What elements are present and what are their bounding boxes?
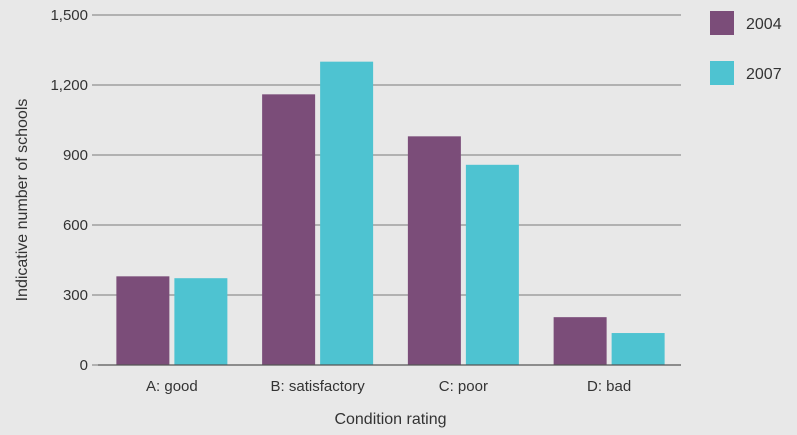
y-tick-label: 1,500 bbox=[50, 7, 88, 24]
x-tick-label: A: good bbox=[146, 378, 198, 395]
legend-label: 2007 bbox=[746, 66, 782, 83]
y-tick-label: 300 bbox=[63, 287, 88, 304]
bar-2007-3 bbox=[611, 333, 665, 365]
bar-2007-2 bbox=[465, 164, 519, 365]
x-tick-label: B: satisfactory bbox=[271, 378, 366, 395]
bar-2004-0 bbox=[116, 276, 170, 365]
y-tick-label: 1,200 bbox=[50, 77, 88, 94]
y-axis-title: Indicative number of schools bbox=[14, 99, 31, 302]
x-axis-title: Condition rating bbox=[334, 411, 446, 428]
x-axis-ticks: A: good B: satisfactory C: poor D: bad bbox=[146, 378, 631, 395]
legend-swatch-2007 bbox=[710, 61, 734, 85]
y-tick-label: 0 bbox=[80, 357, 88, 374]
legend: 2004 2007 bbox=[710, 11, 782, 85]
y-tick-label: 600 bbox=[63, 217, 88, 234]
bar-2007-0 bbox=[174, 278, 228, 365]
bars bbox=[116, 61, 665, 366]
legend-label: 2004 bbox=[746, 16, 782, 33]
bar-2004-1 bbox=[262, 94, 316, 365]
bar-2004-2 bbox=[407, 136, 461, 365]
y-tick-label: 900 bbox=[63, 147, 88, 164]
x-tick-label: D: bad bbox=[587, 378, 631, 395]
y-axis-ticks: 0 300 600 900 1,200 1,500 bbox=[50, 7, 98, 374]
x-tick-label: C: poor bbox=[439, 378, 488, 395]
bar-2004-3 bbox=[553, 317, 607, 365]
legend-swatch-2004 bbox=[710, 11, 734, 35]
gridlines bbox=[98, 14, 681, 296]
bar-2007-1 bbox=[320, 61, 374, 366]
